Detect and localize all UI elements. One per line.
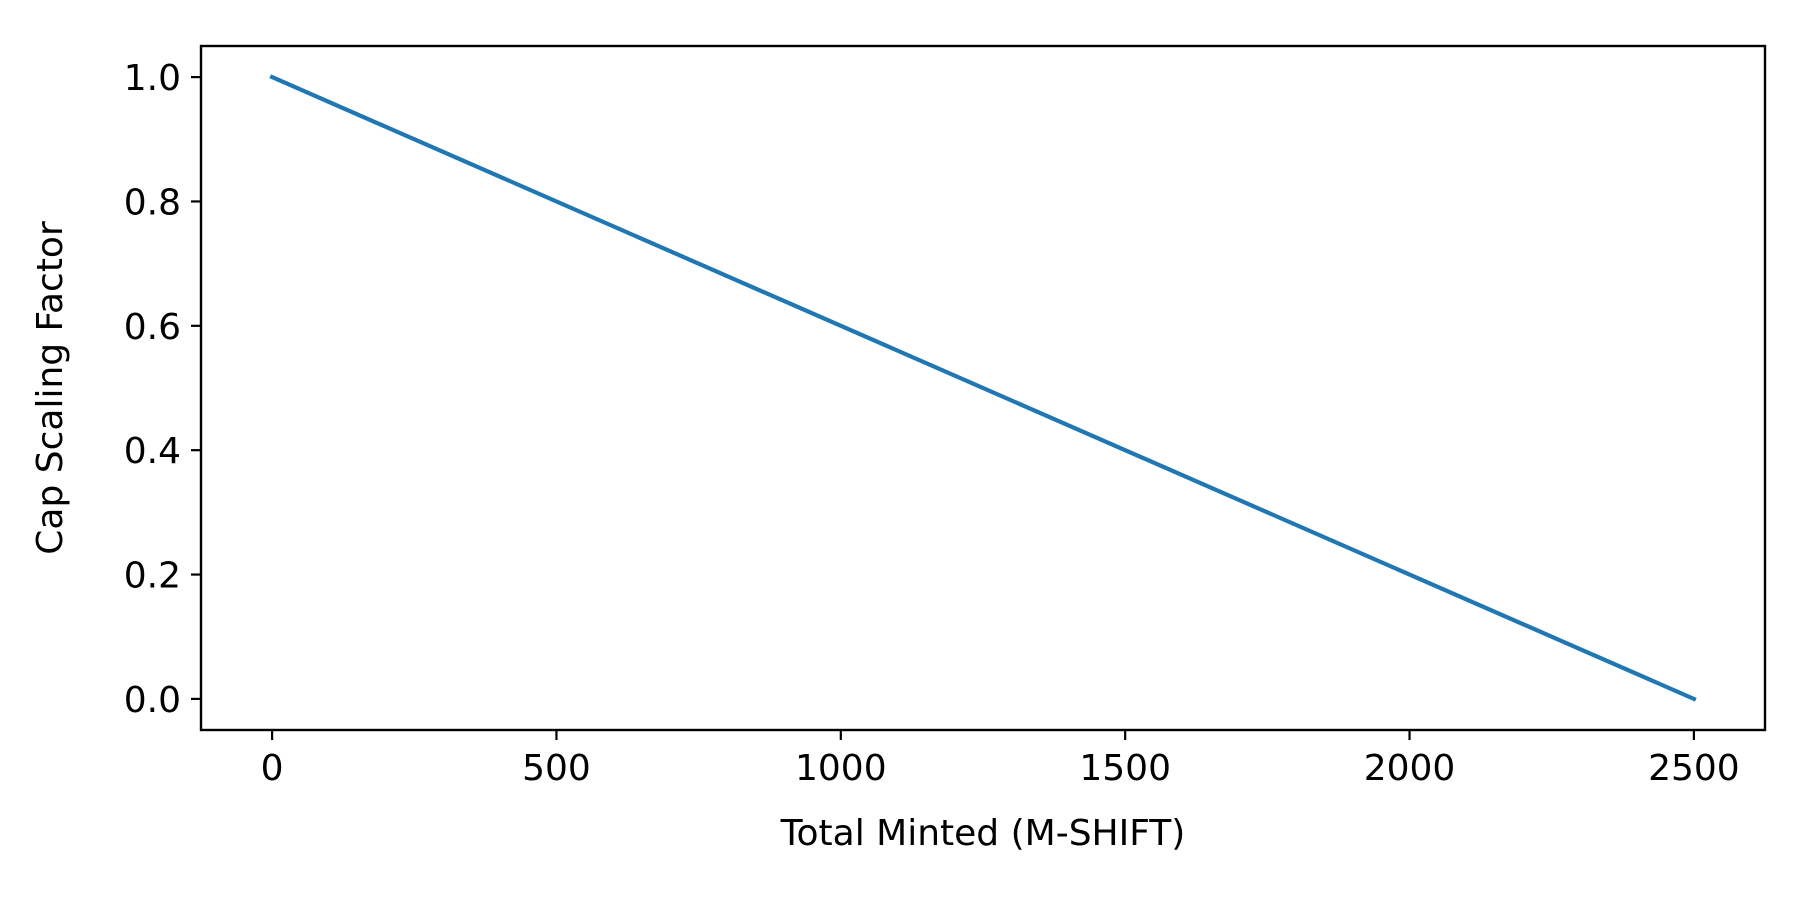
x-tick-label: 1500 bbox=[1079, 748, 1171, 789]
x-tick-label: 2500 bbox=[1648, 748, 1740, 789]
x-tick-label: 500 bbox=[522, 748, 591, 789]
x-axis-ticks: 0 500 1000 1500 2000 2500 bbox=[261, 730, 1740, 789]
x-tick-label: 1000 bbox=[795, 748, 887, 789]
series-line-0 bbox=[269, 74, 1697, 702]
y-tick-label: 0.0 bbox=[124, 680, 181, 721]
plot-content bbox=[269, 74, 1697, 702]
x-axis-label: Total Minted (M-SHIFT) bbox=[780, 813, 1186, 854]
y-tick-label: 1.0 bbox=[124, 58, 181, 99]
plot-frame bbox=[199, 44, 1767, 732]
y-tick-label: 0.4 bbox=[124, 431, 181, 472]
y-tick-label: 0.6 bbox=[124, 307, 181, 348]
x-tick-label: 2000 bbox=[1364, 748, 1456, 789]
y-tick-label: 0.8 bbox=[124, 182, 181, 223]
y-tick-label: 0.2 bbox=[124, 556, 181, 597]
y-axis-ticks: 0.0 0.2 0.4 0.6 0.8 1.0 bbox=[124, 58, 201, 721]
y-axis-label: Cap Scaling Factor bbox=[30, 221, 71, 555]
x-tick-label: 0 bbox=[261, 748, 284, 789]
